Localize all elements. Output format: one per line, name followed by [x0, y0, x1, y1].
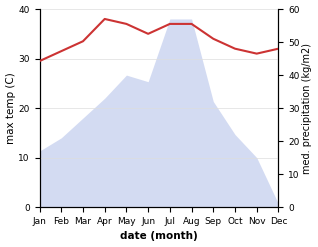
Y-axis label: med. precipitation (kg/m2): med. precipitation (kg/m2): [302, 43, 313, 174]
Y-axis label: max temp (C): max temp (C): [5, 72, 16, 144]
X-axis label: date (month): date (month): [120, 231, 198, 242]
